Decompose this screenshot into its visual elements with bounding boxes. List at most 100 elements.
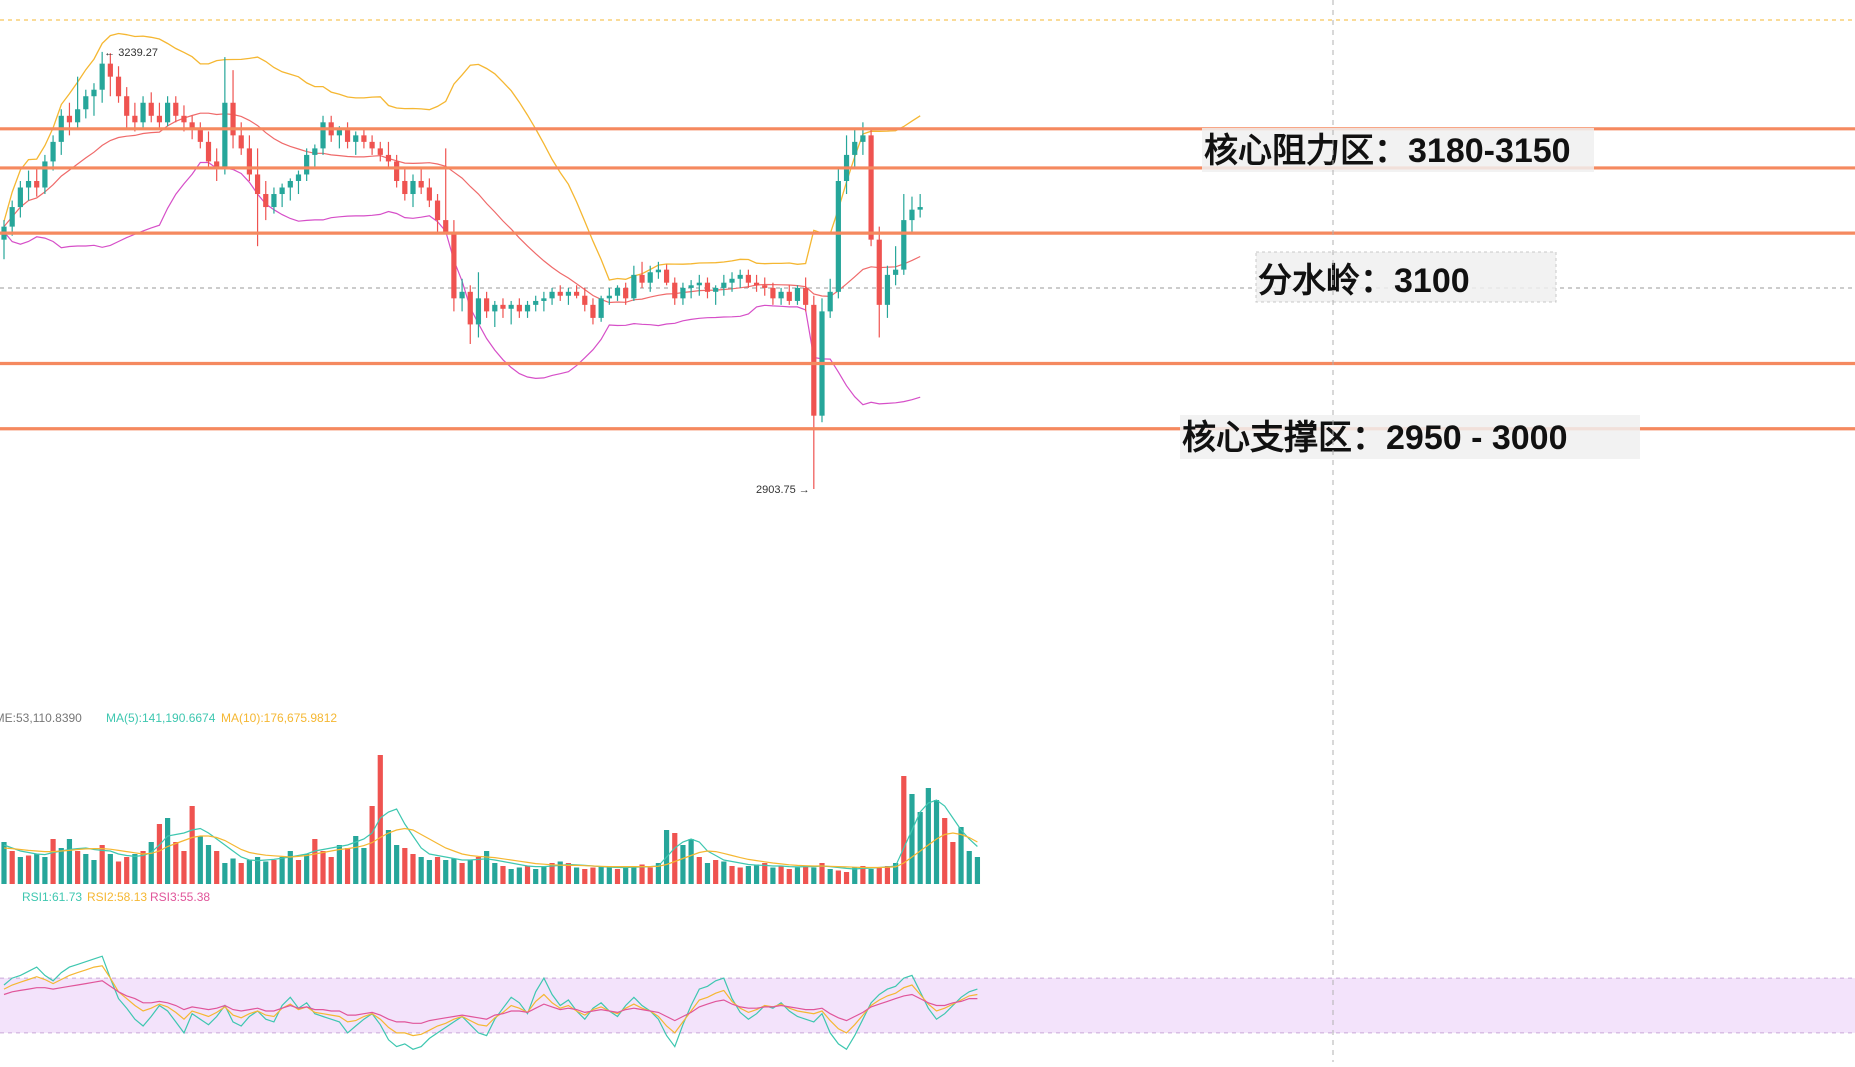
volume-ma10-line [3, 827, 978, 869]
volume-bar [541, 866, 547, 884]
candle-body [107, 63, 113, 77]
candle [639, 261, 645, 288]
candle-body [729, 278, 735, 283]
candle-body [34, 180, 40, 188]
candle-body [909, 209, 915, 221]
candle-body [614, 287, 621, 296]
volume-bar [189, 806, 195, 884]
candle [222, 57, 228, 175]
candle-body [336, 128, 342, 136]
candle-body [893, 269, 899, 275]
candle-body [778, 291, 784, 299]
candle [762, 277, 768, 296]
candle-body [17, 187, 23, 208]
candle [181, 105, 187, 132]
candle-body [443, 220, 449, 234]
rsi-pane: RSI(6,12,24)RSI1:61.73RSI2:58.13RSI3:55.… [0, 890, 1855, 1051]
volume-bar [222, 863, 228, 884]
volume-bar [680, 845, 686, 884]
candle-body [786, 291, 792, 301]
volume-bar [434, 857, 441, 884]
candle-body [140, 102, 146, 123]
candle [124, 87, 130, 129]
candle [884, 265, 891, 318]
candle [115, 66, 122, 103]
volume-bar [794, 867, 801, 884]
volume-bar [418, 857, 424, 884]
candle [868, 128, 874, 247]
volume-bar [827, 869, 833, 884]
volume-ma5-legend: MA(5):141,190.6674 [106, 711, 216, 725]
volume-bar [132, 854, 138, 884]
candle-body [524, 304, 531, 312]
volume-bar [140, 851, 146, 884]
candle [165, 96, 171, 127]
candle-body [565, 291, 572, 296]
candle-body [222, 102, 228, 168]
candle-body [582, 295, 588, 305]
candle-body [295, 174, 302, 181]
volume-bar [598, 866, 604, 884]
candle-body [451, 233, 457, 299]
volume-bar [852, 867, 858, 884]
candle [312, 144, 318, 168]
volume-bar [721, 861, 727, 884]
volume-bar [631, 867, 637, 884]
candle-body [917, 207, 923, 210]
volume-bar [58, 848, 64, 884]
candle-body [42, 161, 48, 188]
candle-body [467, 291, 473, 325]
candle [467, 285, 473, 344]
candle-body [745, 274, 751, 283]
candle [246, 135, 252, 181]
volume-bar [320, 851, 326, 884]
candle-body [197, 128, 203, 142]
candle [737, 269, 743, 288]
candle [132, 102, 138, 132]
volume-bar [901, 776, 907, 884]
volume-bar [917, 812, 923, 884]
candle [876, 226, 882, 338]
volume-bar [516, 867, 522, 884]
volume-bar [753, 864, 760, 884]
candle-body [173, 102, 179, 116]
candle-body [639, 274, 645, 283]
candle [91, 83, 97, 116]
candle-body [287, 180, 293, 188]
candle-body [484, 298, 490, 312]
candle-body [279, 187, 285, 195]
candle-body [75, 109, 81, 123]
candle-body [312, 148, 318, 155]
candle-body [803, 287, 809, 305]
volume-bar [942, 818, 948, 884]
candle [140, 96, 146, 129]
candle [598, 295, 604, 322]
candle-body [246, 148, 252, 175]
candle-body [361, 135, 367, 142]
volume-bar [843, 872, 850, 884]
volume-bar [1, 842, 7, 884]
candle-body [353, 135, 359, 142]
candle-body [344, 128, 351, 142]
candle-body [369, 141, 375, 149]
volume-bar [590, 867, 596, 884]
candle [909, 196, 915, 234]
watershed-label-bg [1255, 251, 1557, 303]
candle [34, 167, 40, 197]
candle [557, 285, 563, 301]
candle [434, 194, 441, 234]
volume-bar [173, 842, 179, 884]
candle [385, 141, 392, 168]
candle [377, 141, 383, 162]
candle [25, 170, 32, 201]
volume-bar [819, 863, 825, 884]
volume-bar [688, 839, 694, 884]
resistance-zone-label: 核心阻力区：3180-3150 [1204, 132, 1571, 170]
candle-body [590, 304, 596, 318]
volume-bar [34, 854, 40, 884]
candle-body [189, 122, 195, 129]
volume-ma10-legend: MA(10):176,675.9812 [221, 711, 337, 725]
volume-bar [336, 845, 342, 884]
